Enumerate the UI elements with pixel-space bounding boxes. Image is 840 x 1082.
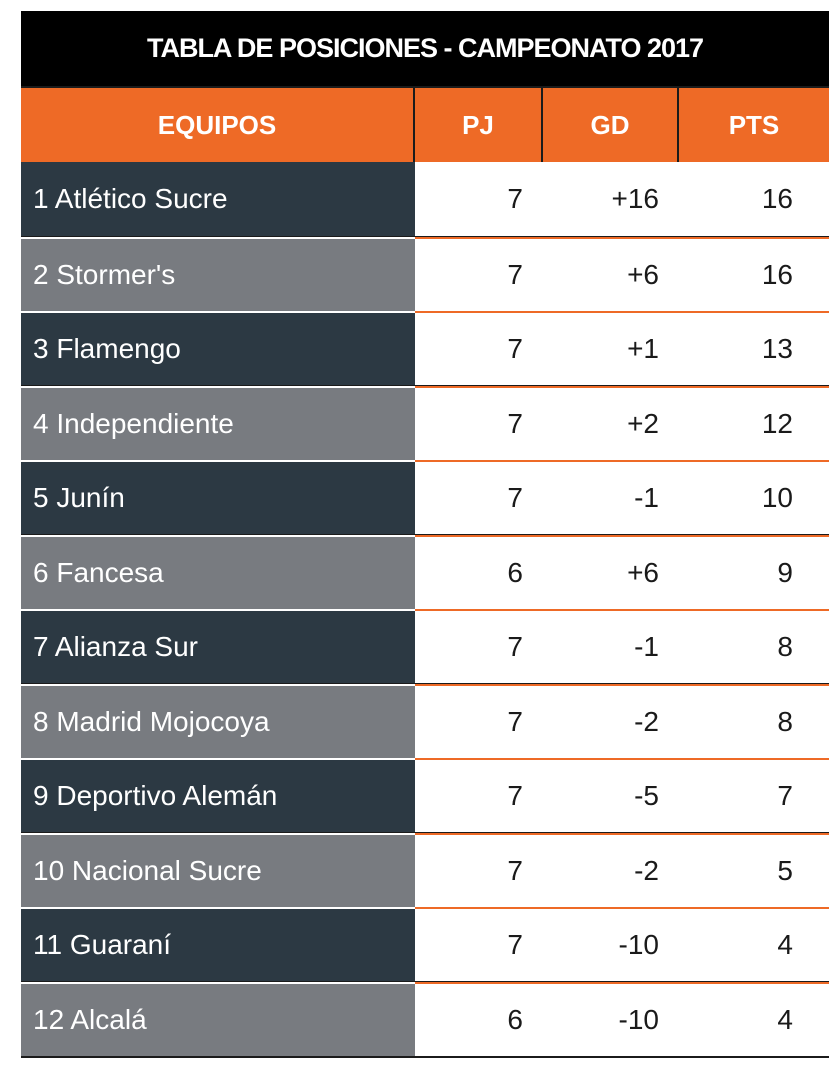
header-row: EQUIPOS PJ GD PTS [21, 88, 829, 162]
played-cell: 7 [415, 237, 543, 311]
team-name-cell: 2 Stormer's [21, 237, 415, 311]
table-row: 6 Fancesa 6 +6 9 [21, 535, 829, 609]
team-name-cell: 12 Alcalá [21, 982, 415, 1056]
played-cell: 7 [415, 833, 543, 907]
points-cell: 8 [679, 609, 829, 683]
points-cell: 7 [679, 758, 829, 832]
goal-difference-cell: -10 [543, 907, 679, 981]
goal-difference-cell: -5 [543, 758, 679, 832]
goal-difference-cell: +6 [543, 237, 679, 311]
played-cell: 7 [415, 609, 543, 683]
points-cell: 16 [679, 237, 829, 311]
points-cell: 4 [679, 982, 829, 1056]
team-name-cell: 11 Guaraní [21, 907, 415, 981]
table-row: 2 Stormer's 7 +6 16 [21, 237, 829, 311]
points-cell: 4 [679, 907, 829, 981]
played-cell: 7 [415, 907, 543, 981]
table-row: 7 Alianza Sur 7 -1 8 [21, 609, 829, 683]
table-row: 4 Independiente 7 +2 12 [21, 386, 829, 460]
header-equipos: EQUIPOS [21, 88, 413, 162]
goal-difference-cell: -2 [543, 833, 679, 907]
table-row: 1 Atlético Sucre 7 +16 16 [21, 162, 829, 236]
goal-difference-cell: +6 [543, 535, 679, 609]
table-row: 5 Junín 7 -1 10 [21, 460, 829, 534]
points-cell: 16 [679, 162, 829, 236]
played-cell: 7 [415, 758, 543, 832]
goal-difference-cell: -10 [543, 982, 679, 1056]
table-row: 9 Deportivo Alemán 7 -5 7 [21, 758, 829, 832]
table-row: 11 Guaraní 7 -10 4 [21, 907, 829, 981]
played-cell: 7 [415, 311, 543, 385]
standings-table: TABLA DE POSICIONES - CAMPEONATO 2017 EQ… [21, 11, 829, 1058]
table-row: 10 Nacional Sucre 7 -2 5 [21, 833, 829, 907]
played-cell: 7 [415, 162, 543, 236]
goal-difference-cell: -2 [543, 684, 679, 758]
team-name-cell: 9 Deportivo Alemán [21, 758, 415, 832]
played-cell: 7 [415, 460, 543, 534]
played-cell: 6 [415, 982, 543, 1056]
team-name-cell: 8 Madrid Mojocoya [21, 684, 415, 758]
goal-difference-cell: -1 [543, 460, 679, 534]
header-pj: PJ [415, 88, 541, 162]
goal-difference-cell: +16 [543, 162, 679, 236]
goal-difference-cell: -1 [543, 609, 679, 683]
team-name-cell: 1 Atlético Sucre [21, 162, 415, 236]
table-row: 8 Madrid Mojocoya 7 -2 8 [21, 684, 829, 758]
table-bottom-border [415, 1056, 829, 1058]
table-row: 3 Flamengo 7 +1 13 [21, 311, 829, 385]
table-title: TABLA DE POSICIONES - CAMPEONATO 2017 [21, 11, 829, 86]
team-name-cell: 5 Junín [21, 460, 415, 534]
team-name-cell: 3 Flamengo [21, 311, 415, 385]
points-cell: 9 [679, 535, 829, 609]
points-cell: 5 [679, 833, 829, 907]
played-cell: 7 [415, 386, 543, 460]
team-name-cell: 6 Fancesa [21, 535, 415, 609]
header-pts: PTS [679, 88, 829, 162]
table-row: 12 Alcalá 6 -10 4 [21, 982, 829, 1056]
played-cell: 6 [415, 535, 543, 609]
goal-difference-cell: +2 [543, 386, 679, 460]
points-cell: 13 [679, 311, 829, 385]
points-cell: 12 [679, 386, 829, 460]
team-name-cell: 4 Independiente [21, 386, 415, 460]
points-cell: 10 [679, 460, 829, 534]
goal-difference-cell: +1 [543, 311, 679, 385]
points-cell: 8 [679, 684, 829, 758]
played-cell: 7 [415, 684, 543, 758]
header-gd: GD [543, 88, 677, 162]
team-name-cell: 10 Nacional Sucre [21, 833, 415, 907]
team-name-cell: 7 Alianza Sur [21, 609, 415, 683]
